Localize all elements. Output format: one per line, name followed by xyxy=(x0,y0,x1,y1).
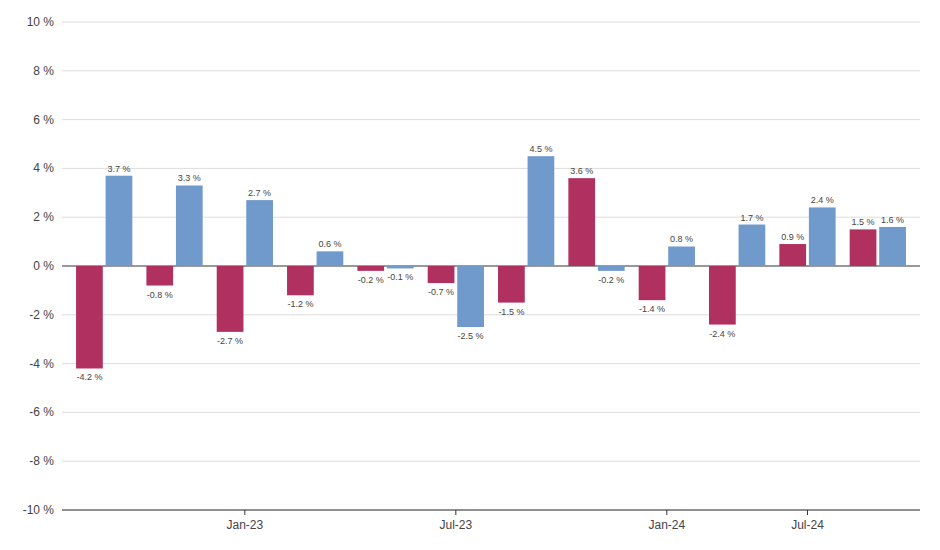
bars xyxy=(76,156,906,368)
y-tick-label: 0 % xyxy=(33,259,54,273)
bar xyxy=(850,229,877,266)
data-label: -2.7 % xyxy=(217,336,243,346)
grid-line xyxy=(62,168,920,169)
bar xyxy=(457,266,484,327)
bar xyxy=(387,266,414,268)
bar xyxy=(76,266,103,368)
data-label: -1.2 % xyxy=(287,299,313,309)
bar xyxy=(779,244,806,266)
bar xyxy=(106,176,133,266)
data-label: -1.4 % xyxy=(639,304,665,314)
bar xyxy=(498,266,525,303)
x-tick-label: Jul-24 xyxy=(791,518,824,532)
bar xyxy=(639,266,666,300)
y-tick-label: -6 % xyxy=(29,405,54,419)
data-label: -0.1 % xyxy=(387,272,413,282)
x-tick-label: Jan-24 xyxy=(648,518,685,532)
data-label: 1.7 % xyxy=(740,213,763,223)
bar xyxy=(357,266,384,271)
data-label: 4.5 % xyxy=(529,144,552,154)
data-label: -0.2 % xyxy=(598,275,624,285)
y-tick-label: 10 % xyxy=(27,15,55,29)
data-label: 0.9 % xyxy=(781,232,804,242)
data-label: 3.6 % xyxy=(570,166,593,176)
y-tick-label: 4 % xyxy=(33,161,54,175)
bar xyxy=(246,200,273,266)
data-label: 3.3 % xyxy=(178,173,201,183)
chart: -10 % -8 % -6 % -4 % -2 % 0 % 2 % 4 % 6 % 8 % 10 %… xyxy=(0,0,940,550)
y-tick-label: 8 % xyxy=(33,64,54,78)
grid-line xyxy=(62,314,920,315)
x-tick xyxy=(455,510,456,515)
y-tick-label: 6 % xyxy=(33,113,54,127)
data-label: -4.2 % xyxy=(76,372,102,382)
data-label: -1.5 % xyxy=(498,307,524,317)
data-label: 3.7 % xyxy=(107,164,130,174)
data-label: -0.7 % xyxy=(428,287,454,297)
grid xyxy=(62,22,920,510)
x-axis xyxy=(62,510,920,511)
data-label: 0.8 % xyxy=(670,234,693,244)
data-label: -0.2 % xyxy=(358,275,384,285)
y-tick-label: -10 % xyxy=(23,503,55,517)
x-tick xyxy=(244,510,245,515)
bar xyxy=(668,246,695,266)
grid-line xyxy=(62,22,920,23)
bar xyxy=(528,156,555,266)
bar xyxy=(176,185,203,266)
grid-line xyxy=(62,70,920,71)
grid-line xyxy=(62,119,920,120)
bar xyxy=(598,266,625,271)
y-tick-label: 2 % xyxy=(33,210,54,224)
x-tick xyxy=(807,510,808,515)
bar xyxy=(217,266,244,332)
bar xyxy=(428,266,455,283)
bar xyxy=(568,178,595,266)
y-tick-label: -2 % xyxy=(29,308,54,322)
grid-line xyxy=(62,363,920,364)
data-labels: -4.2 % -0.8 % -2.7 % -1.2 % -0.2 % -0.7 % -1.5… xyxy=(76,144,904,382)
y-tick-label: -8 % xyxy=(29,454,54,468)
x-tick xyxy=(666,510,667,515)
y-tick-label: -4 % xyxy=(29,357,54,371)
grid-line xyxy=(62,510,920,511)
bar xyxy=(146,266,173,286)
data-label: 2.7 % xyxy=(248,188,271,198)
bar xyxy=(809,207,836,266)
bar xyxy=(879,227,906,266)
data-label: -2.4 % xyxy=(709,329,735,339)
data-label: 2.4 % xyxy=(811,195,834,205)
bar xyxy=(739,225,766,266)
grid-line xyxy=(62,412,920,413)
bar xyxy=(317,251,344,266)
grid-line xyxy=(62,461,920,462)
data-label: -2.5 % xyxy=(458,331,484,341)
data-label: 0.6 % xyxy=(318,239,341,249)
data-label: 1.5 % xyxy=(852,217,875,227)
data-label: -0.8 % xyxy=(147,290,173,300)
x-tick-label: Jul-23 xyxy=(439,518,472,532)
x-tick-label: Jan-23 xyxy=(227,518,264,532)
bar xyxy=(709,266,736,325)
data-label: 1.6 % xyxy=(881,215,904,225)
bar xyxy=(287,266,314,295)
